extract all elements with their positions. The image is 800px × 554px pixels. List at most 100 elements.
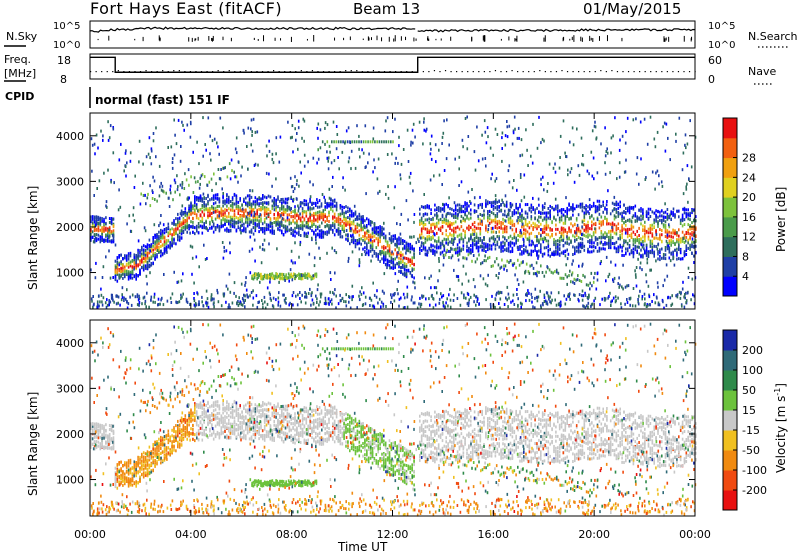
power-cell bbox=[413, 249, 415, 253]
power-cell bbox=[384, 246, 387, 250]
power-cell bbox=[557, 213, 559, 217]
power-cell bbox=[108, 217, 111, 220]
power-cell bbox=[349, 223, 351, 227]
power-cell bbox=[349, 217, 351, 221]
power-cell bbox=[447, 224, 449, 228]
power-cell bbox=[630, 236, 633, 239]
power-cell bbox=[284, 224, 287, 228]
power-cell bbox=[570, 217, 572, 221]
power-cell bbox=[280, 273, 282, 276]
freq-trace bbox=[90, 56, 696, 73]
power-cell bbox=[309, 218, 311, 222]
power-cell bbox=[288, 205, 291, 209]
power-cell bbox=[308, 274, 310, 278]
power-cell bbox=[212, 206, 215, 210]
nave-dot bbox=[372, 70, 375, 72]
power-cell bbox=[400, 260, 402, 264]
power-cell bbox=[651, 245, 654, 249]
power-cell bbox=[594, 221, 597, 225]
power-cell bbox=[305, 199, 308, 203]
power-cell bbox=[254, 203, 257, 207]
power-cell bbox=[573, 277, 576, 281]
power-cell bbox=[536, 243, 538, 247]
power-cell bbox=[626, 284, 628, 288]
power-cell bbox=[233, 224, 236, 228]
power-cell bbox=[422, 235, 425, 239]
power-cell bbox=[409, 242, 412, 246]
power-cell bbox=[131, 259, 134, 263]
power-cell bbox=[456, 234, 459, 238]
power-cell bbox=[557, 204, 559, 208]
power-cell bbox=[570, 230, 572, 234]
power-cell bbox=[294, 261, 296, 265]
power-cell bbox=[108, 239, 111, 243]
power-cell bbox=[335, 217, 338, 221]
power-cell bbox=[362, 217, 364, 221]
power-cell bbox=[125, 262, 128, 266]
power-cell bbox=[260, 206, 262, 210]
nave-dot bbox=[544, 71, 546, 73]
power-cell bbox=[174, 190, 176, 194]
nave-dot bbox=[289, 71, 291, 73]
power-cell bbox=[279, 225, 281, 228]
power-cell bbox=[432, 249, 434, 252]
power-cell bbox=[251, 130, 253, 134]
power-cell bbox=[502, 201, 504, 205]
power-cell bbox=[473, 232, 475, 236]
power-cell bbox=[598, 221, 601, 225]
power-cell bbox=[403, 246, 406, 250]
power-cell bbox=[105, 221, 107, 225]
power-cell bbox=[165, 230, 168, 234]
power-cell bbox=[183, 187, 186, 190]
power-cell bbox=[428, 217, 430, 221]
power-cell bbox=[245, 230, 247, 234]
power-cell bbox=[434, 245, 436, 249]
power-cell bbox=[608, 230, 610, 234]
power-cell bbox=[437, 227, 440, 231]
power-cell bbox=[530, 210, 533, 214]
power-cell bbox=[214, 210, 217, 214]
power-cell bbox=[513, 232, 516, 236]
power-cell bbox=[547, 211, 550, 215]
power-cell bbox=[286, 205, 289, 209]
power-cell bbox=[110, 240, 113, 244]
power-cell bbox=[577, 213, 580, 217]
power-cell bbox=[110, 230, 113, 234]
nave-dot bbox=[151, 71, 153, 73]
power-cell bbox=[160, 188, 163, 192]
power-cell bbox=[687, 238, 689, 242]
power-cell bbox=[606, 208, 608, 211]
power-cell bbox=[498, 221, 500, 225]
power-cell bbox=[263, 201, 266, 205]
power-cell bbox=[154, 236, 156, 240]
power-cell bbox=[638, 245, 640, 249]
power-cell bbox=[654, 187, 656, 191]
power-cell bbox=[437, 206, 440, 209]
power-cell bbox=[364, 237, 366, 241]
power-cell bbox=[154, 252, 156, 255]
power-cell bbox=[129, 264, 132, 268]
power-cell bbox=[637, 245, 639, 249]
power-cell bbox=[369, 240, 372, 244]
power-cell bbox=[443, 206, 446, 209]
power-cell bbox=[220, 225, 223, 229]
power-cell bbox=[617, 202, 620, 206]
power-cell bbox=[691, 209, 694, 213]
power-cell bbox=[398, 246, 400, 250]
power-cell bbox=[604, 207, 606, 211]
power-cell bbox=[429, 249, 432, 253]
power-cell bbox=[647, 252, 650, 256]
power-cell bbox=[555, 239, 557, 243]
power-cell bbox=[144, 256, 147, 260]
power-cell bbox=[445, 241, 447, 245]
power-cell bbox=[549, 211, 551, 215]
power-cell bbox=[349, 226, 351, 230]
power-cell bbox=[521, 234, 523, 238]
nave-dot bbox=[339, 71, 341, 73]
power-cell bbox=[515, 211, 517, 215]
power-cell bbox=[180, 222, 183, 226]
power-cell bbox=[319, 256, 321, 260]
power-cell bbox=[123, 169, 125, 173]
power-cell bbox=[303, 119, 306, 123]
power-cell bbox=[169, 188, 171, 192]
